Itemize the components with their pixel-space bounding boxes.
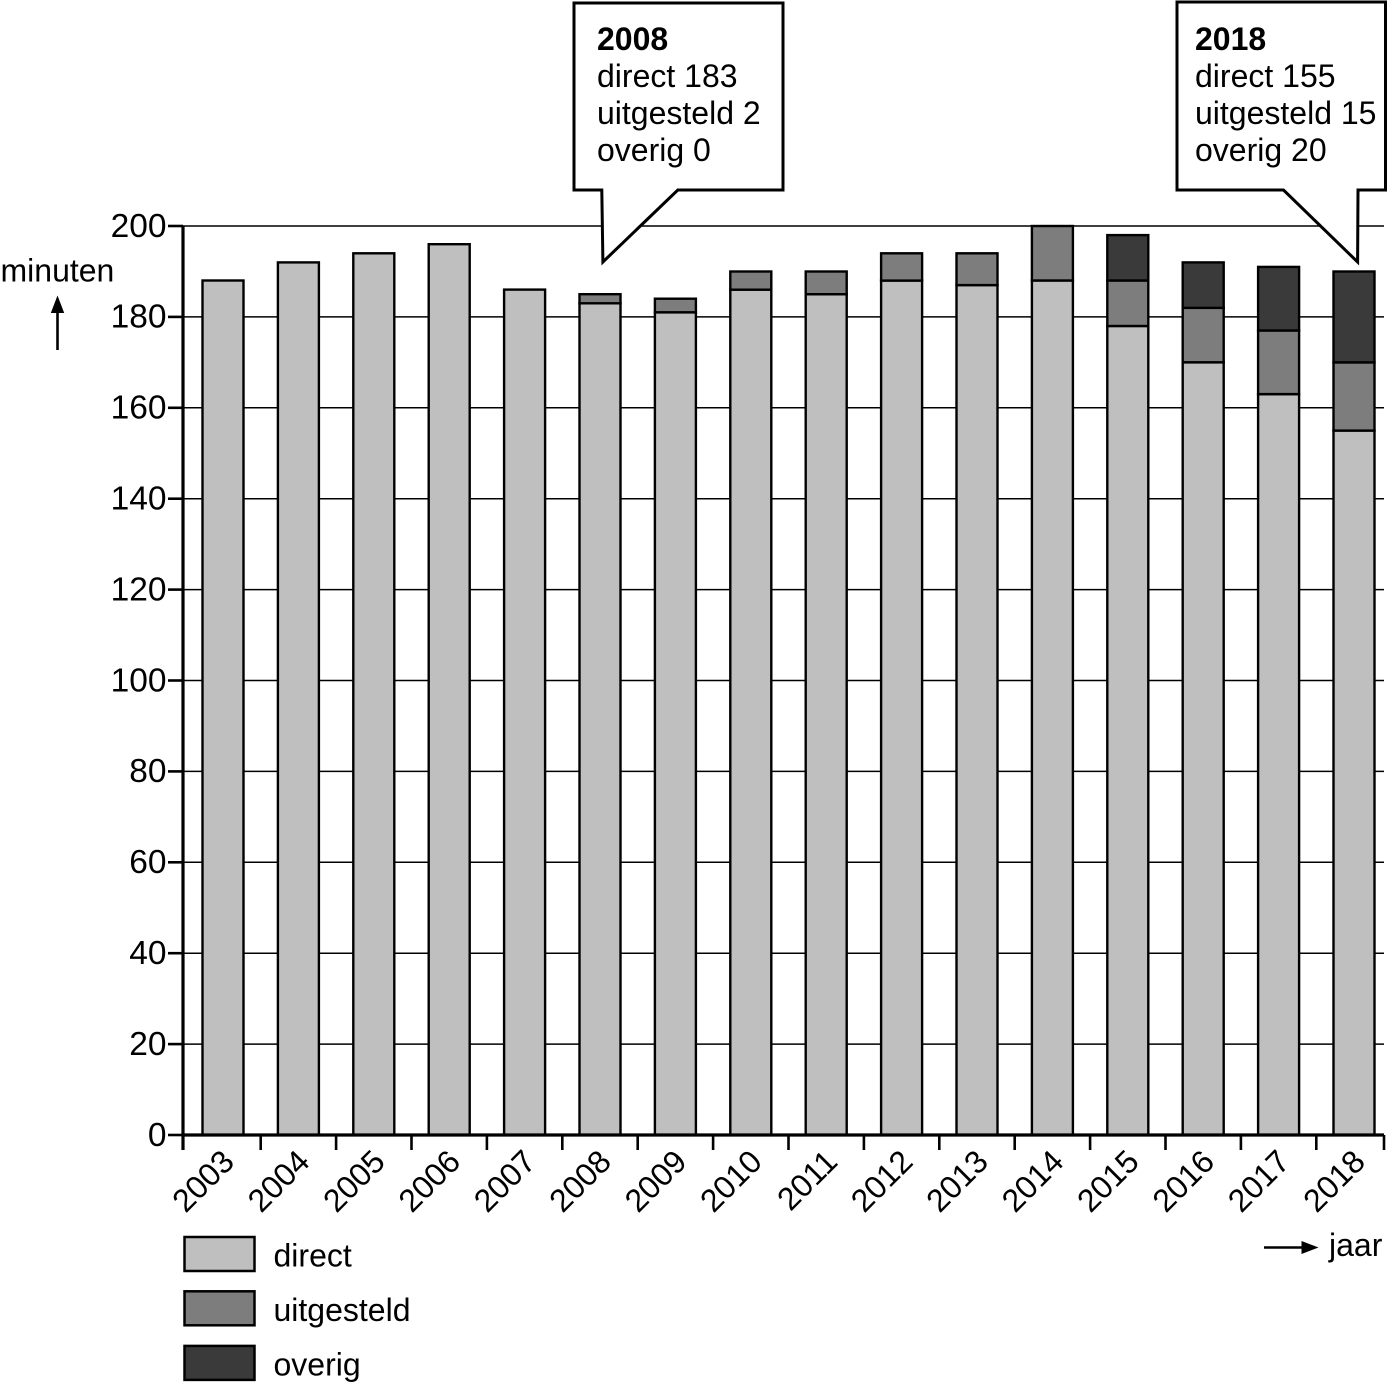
svg-text:2018: 2018 xyxy=(1296,1143,1372,1219)
svg-text:direct 155: direct 155 xyxy=(1195,58,1336,94)
svg-text:minuten: minuten xyxy=(1,253,115,289)
svg-text:0: 0 xyxy=(148,1117,167,1154)
svg-text:2012: 2012 xyxy=(844,1143,920,1219)
svg-text:2009: 2009 xyxy=(618,1143,694,1219)
svg-text:100: 100 xyxy=(111,662,167,699)
svg-text:direct: direct xyxy=(274,1238,352,1274)
svg-text:160: 160 xyxy=(111,390,167,427)
svg-text:120: 120 xyxy=(111,571,167,608)
svg-text:2014: 2014 xyxy=(995,1143,1071,1219)
svg-text:2015: 2015 xyxy=(1070,1143,1146,1219)
svg-text:overig 0: overig 0 xyxy=(597,132,711,168)
svg-text:2017: 2017 xyxy=(1221,1143,1297,1219)
svg-text:uitgesteld: uitgesteld xyxy=(274,1292,411,1328)
svg-text:2008: 2008 xyxy=(542,1143,618,1219)
svg-text:jaar: jaar xyxy=(1328,1227,1383,1263)
svg-text:2005: 2005 xyxy=(316,1143,392,1219)
svg-text:40: 40 xyxy=(129,935,166,972)
svg-text:overig: overig xyxy=(274,1346,361,1382)
svg-text:140: 140 xyxy=(111,481,167,518)
svg-text:2003: 2003 xyxy=(165,1143,241,1219)
svg-text:2018: 2018 xyxy=(1195,21,1266,57)
svg-text:overig 20: overig 20 xyxy=(1195,132,1327,168)
svg-text:20: 20 xyxy=(129,1026,166,1063)
svg-text:2006: 2006 xyxy=(391,1143,467,1219)
svg-text:uitgesteld 15: uitgesteld 15 xyxy=(1195,95,1376,131)
svg-text:direct 183: direct 183 xyxy=(597,58,738,94)
svg-text:180: 180 xyxy=(111,299,167,336)
svg-text:2010: 2010 xyxy=(693,1143,769,1219)
svg-text:2004: 2004 xyxy=(241,1143,317,1219)
svg-text:80: 80 xyxy=(129,753,166,790)
svg-text:2016: 2016 xyxy=(1145,1143,1221,1219)
svg-text:2011: 2011 xyxy=(770,1143,844,1217)
svg-text:60: 60 xyxy=(129,844,166,881)
svg-text:uitgesteld 2: uitgesteld 2 xyxy=(597,95,761,131)
svg-text:2013: 2013 xyxy=(919,1143,995,1219)
svg-text:2008: 2008 xyxy=(597,21,668,57)
svg-text:2007: 2007 xyxy=(467,1143,543,1219)
svg-text:200: 200 xyxy=(111,208,167,245)
